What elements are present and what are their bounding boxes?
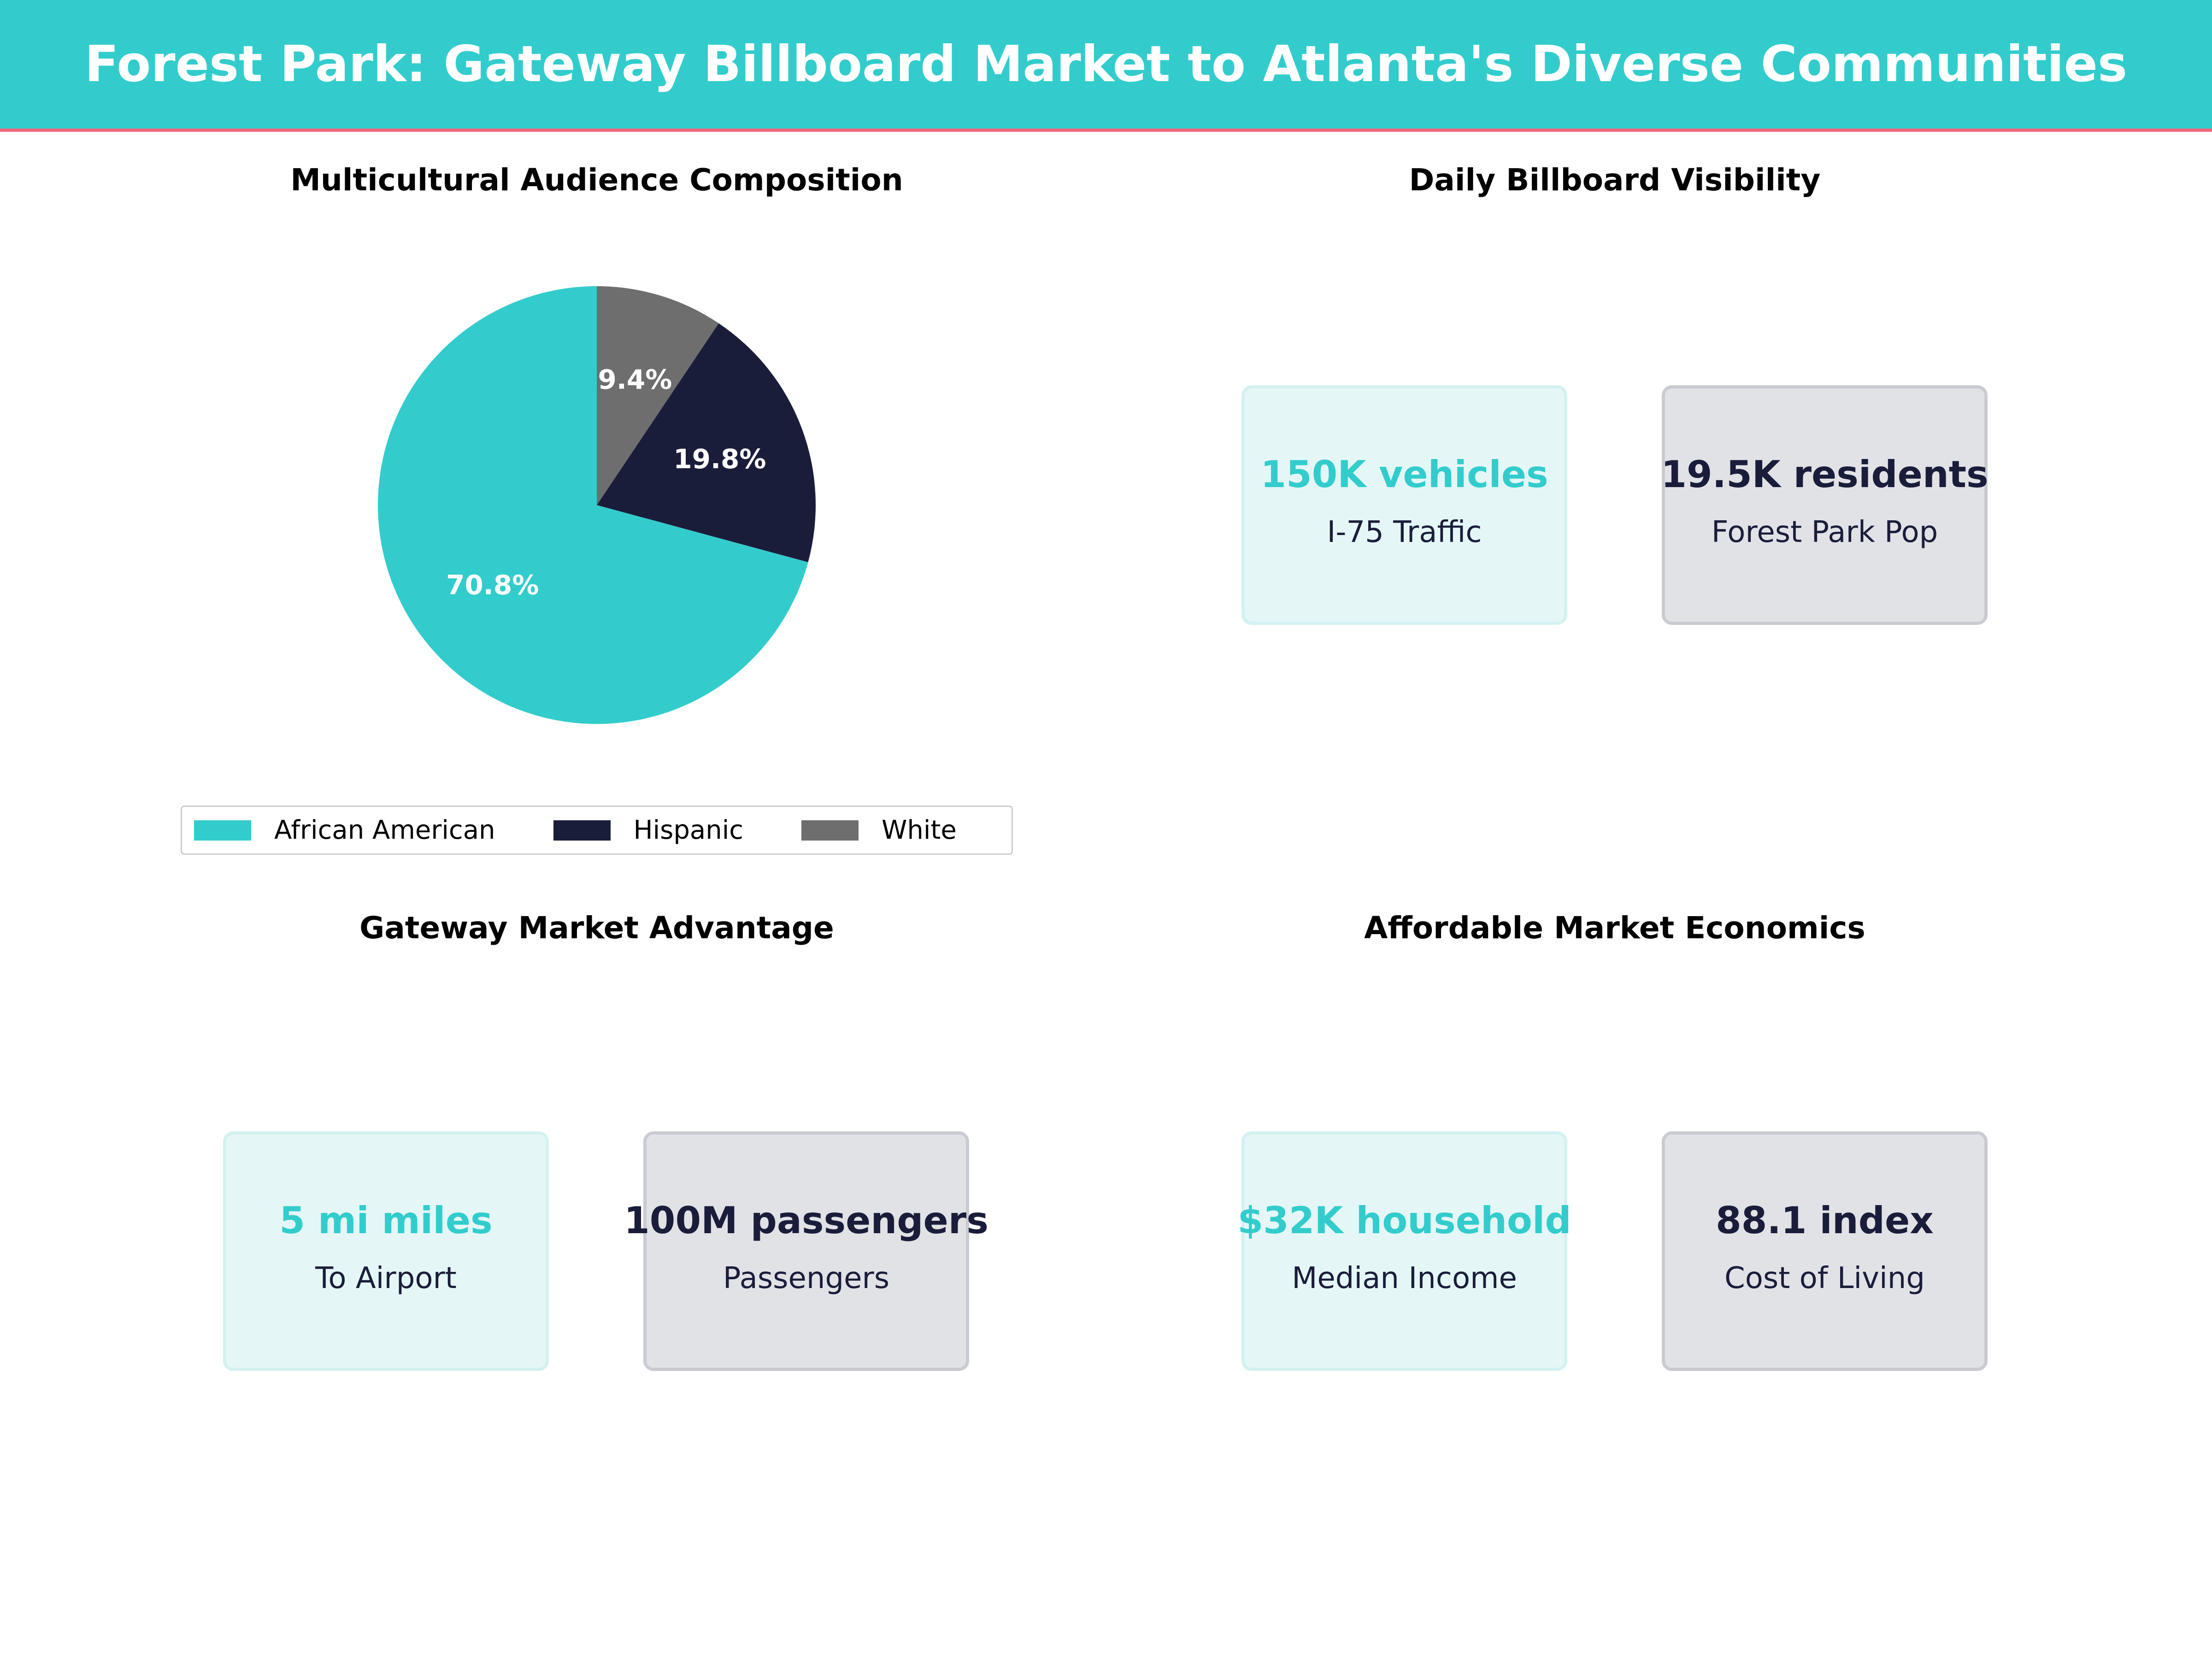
card-label: Cost of Living — [1724, 1261, 1925, 1295]
population-card: 19.5K residents Forest Park Pop — [1661, 385, 1988, 625]
passengers-card: 100M passengers Passengers — [624, 1131, 988, 1371]
audience-pie-chart: 70.8% 19.8% 9.4% — [377, 286, 816, 724]
pie-slice-white — [597, 286, 719, 505]
card-value: $32K household — [1237, 1199, 1571, 1242]
gateway-panel-title: Gateway Market Advantage — [359, 910, 834, 946]
card-label: Passengers — [723, 1261, 890, 1295]
card-value: 88.1 index — [1716, 1199, 1934, 1242]
legend-label: Hispanic — [633, 815, 744, 845]
legend-item-hispanic: Hispanic — [553, 815, 744, 845]
card-label: Median Income — [1292, 1261, 1517, 1295]
page-title: Forest Park: Gateway Billboard Market to… — [84, 35, 2128, 93]
legend-label: White — [882, 815, 957, 845]
audience-panel-title: Multicultural Audience Composition — [290, 162, 903, 198]
economics-panel-title: Affordable Market Economics — [1364, 910, 1865, 946]
header-banner: Forest Park: Gateway Billboard Market to… — [0, 0, 2212, 132]
pie-data-label: 70.8% — [446, 569, 539, 600]
card-label: To Airport — [315, 1261, 457, 1295]
card-value: 150K vehicles — [1260, 453, 1548, 496]
pie-data-label: 9.4% — [598, 364, 672, 395]
legend-swatch — [801, 820, 859, 841]
card-label: I-75 Traffic — [1327, 515, 1482, 549]
pie-slice-hispanic — [597, 323, 816, 562]
legend-label: African American — [274, 815, 495, 845]
card-value: 5 mi miles — [279, 1199, 493, 1242]
median-income-card: $32K household Median Income — [1237, 1131, 1571, 1371]
pie-data-label: 19.8% — [673, 443, 766, 475]
pie-legend: African American Hispanic White — [181, 806, 1013, 855]
legend-swatch — [194, 820, 251, 841]
legend-swatch — [553, 820, 611, 841]
card-value: 100M passengers — [624, 1199, 988, 1242]
airport-distance-card: 5 mi miles To Airport — [223, 1131, 549, 1371]
card-label: Forest Park Pop — [1711, 515, 1938, 549]
pie-slice-african-american — [377, 286, 808, 724]
legend-item-white: White — [801, 815, 957, 845]
legend-item-african-american: African American — [194, 815, 495, 845]
cost-of-living-card: 88.1 index Cost of Living — [1662, 1131, 1988, 1371]
visibility-panel-title: Daily Billboard Visibility — [1409, 162, 1821, 198]
traffic-card: 150K vehicles I-75 Traffic — [1241, 385, 1567, 625]
card-value: 19.5K residents — [1661, 453, 1988, 496]
